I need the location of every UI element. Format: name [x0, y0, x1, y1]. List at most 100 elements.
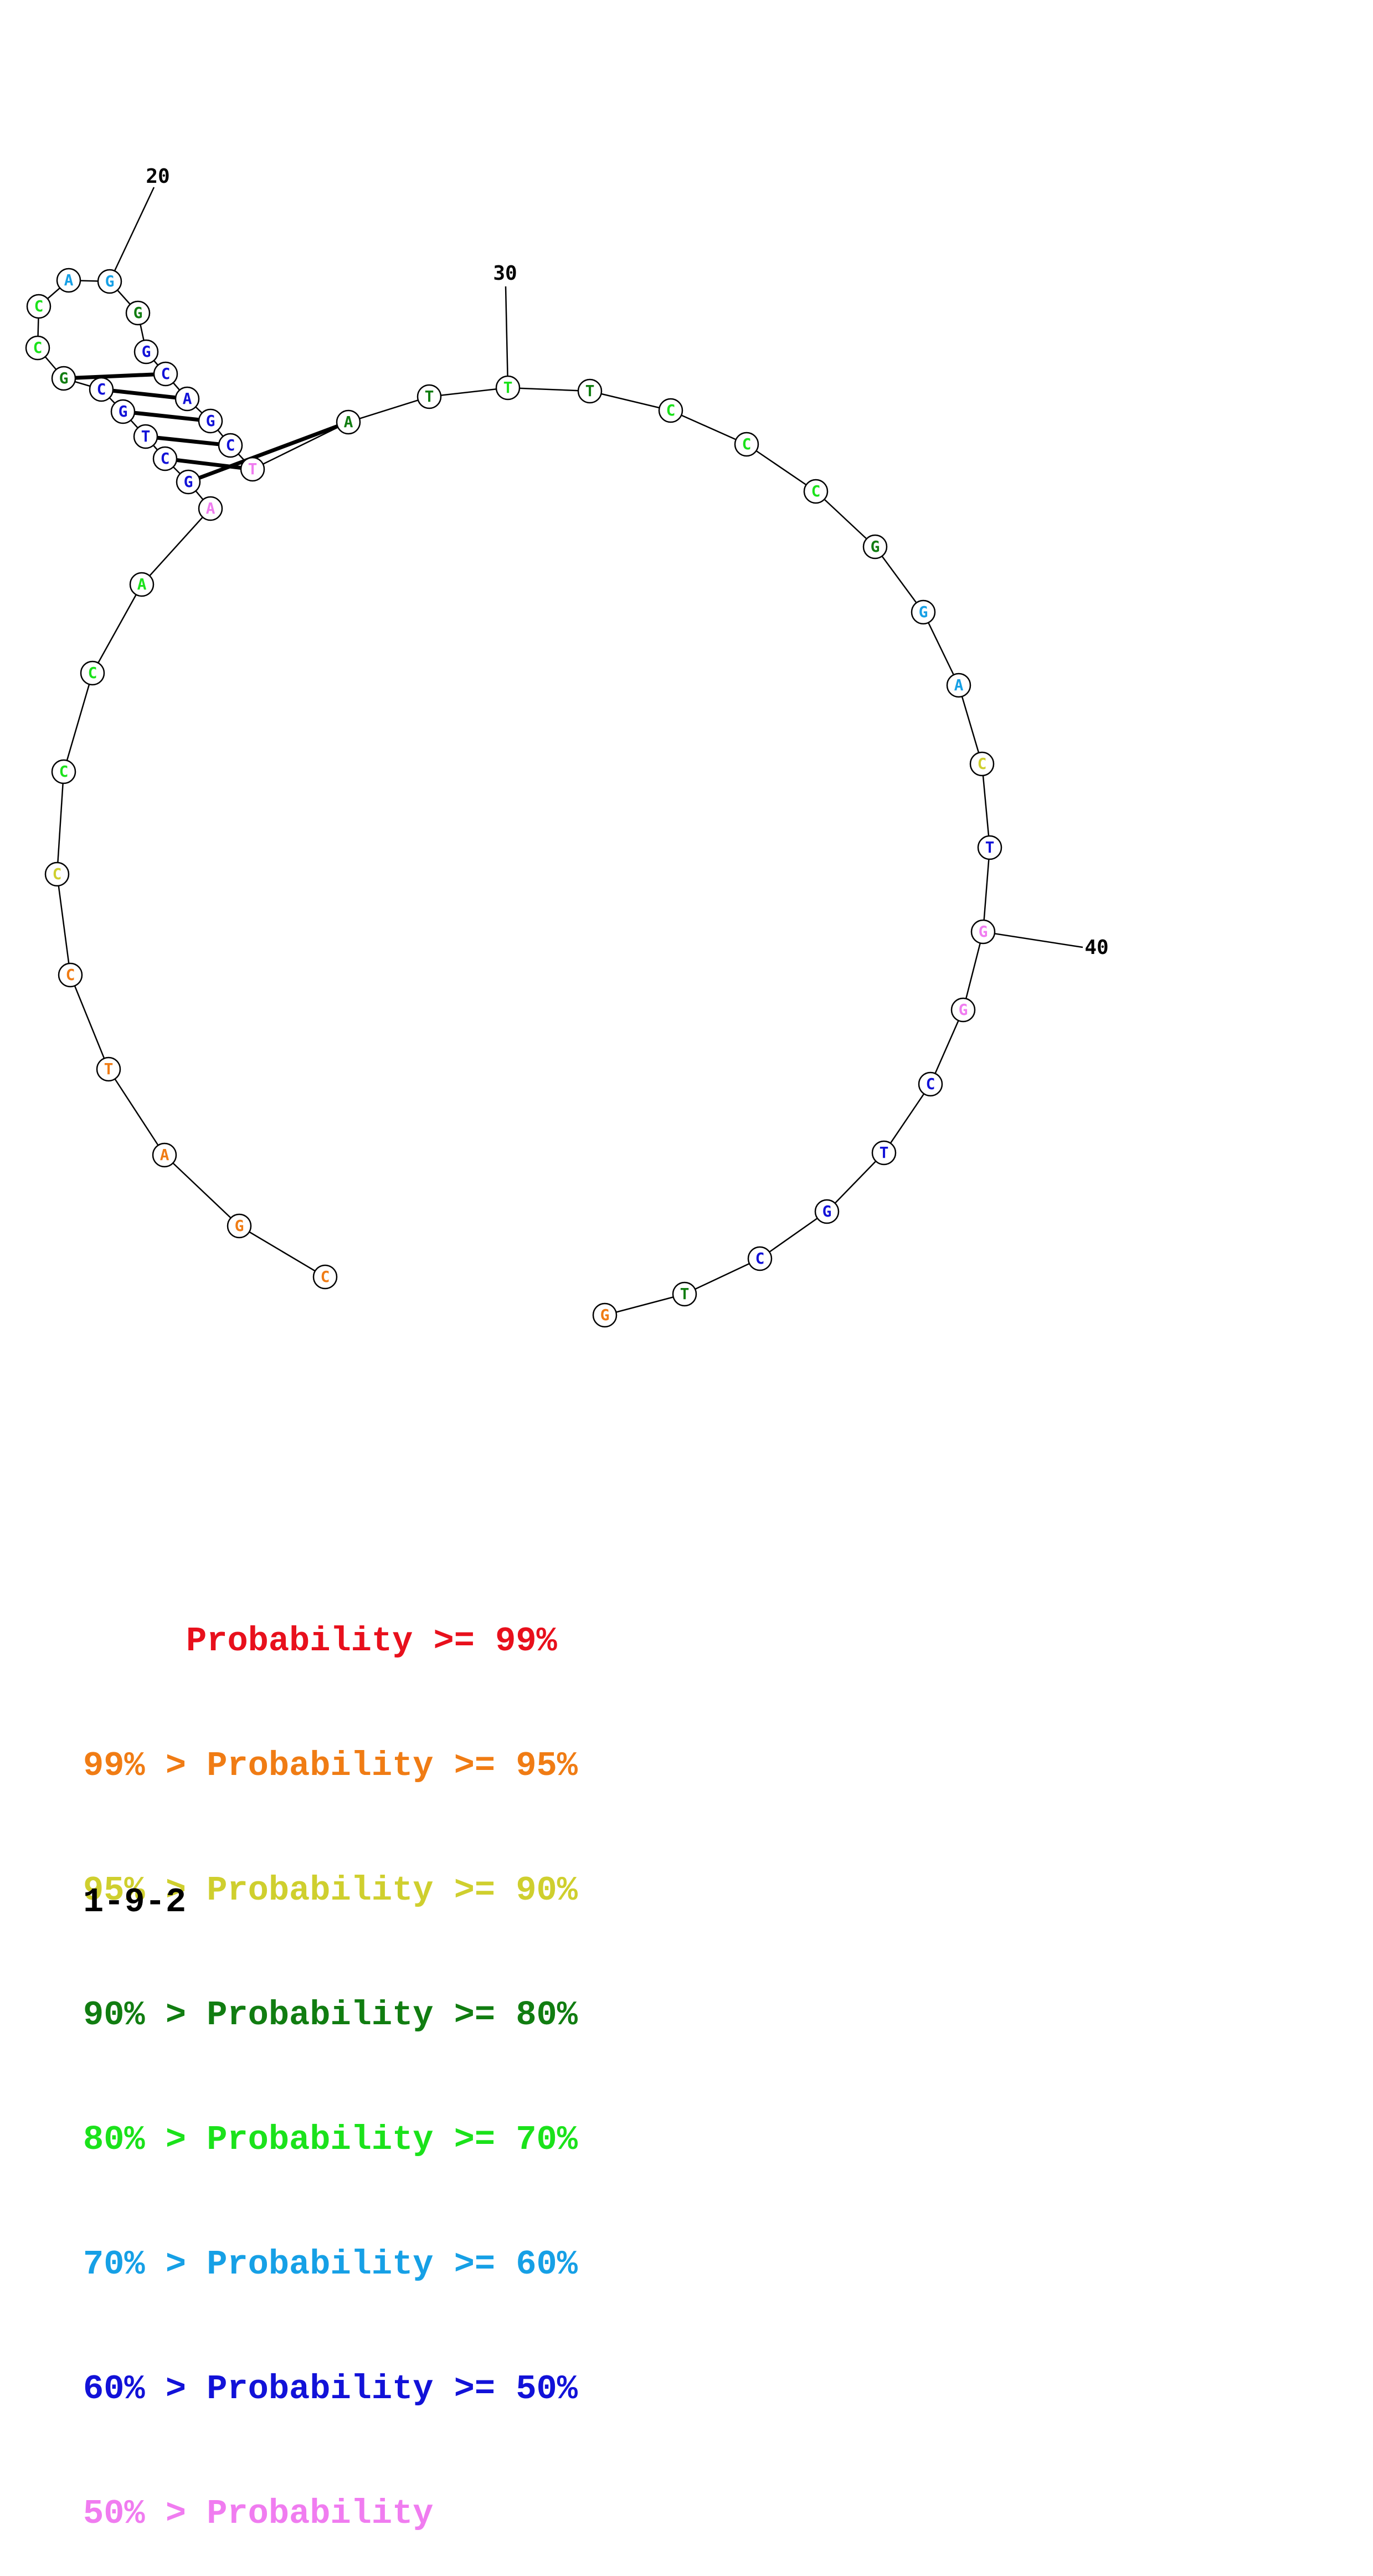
nucleotide: C [218, 433, 243, 458]
nucleotide: C [25, 335, 50, 361]
nucleotide: C [918, 1071, 943, 1097]
backbone-segment [981, 763, 991, 848]
nucleotide-letter: T [425, 387, 434, 406]
base-pair-bond [63, 372, 166, 381]
nucleotide: T [871, 1140, 897, 1166]
nucleotide: C [153, 361, 178, 387]
backbone-segment [56, 874, 71, 976]
nucleotide-circle [970, 919, 996, 945]
nucleotide-circle [174, 386, 200, 412]
nucleotide-circle [51, 366, 76, 391]
nucleotide-circle [25, 335, 50, 361]
nucleotide: G [970, 919, 996, 945]
backbone-segment [746, 443, 816, 492]
nucleotide-letter: C [226, 436, 235, 454]
position-label: 20 [146, 165, 169, 188]
nucleotide: C [89, 377, 114, 402]
backbone-segment [604, 1293, 685, 1316]
nucleotide-circle [577, 378, 603, 404]
nucleotide-circle [58, 962, 83, 988]
legend-row-p50: 60% > Probability >= 50% [83, 2369, 578, 2409]
base-pair-bond [187, 420, 349, 484]
nucleotide-letter: C [88, 664, 97, 682]
nucleotide: G [950, 997, 976, 1023]
nucleotide-letter: A [206, 499, 215, 517]
backbone-segment [929, 1009, 964, 1085]
position-label: 30 [493, 262, 517, 285]
backbone-segment [56, 771, 65, 875]
nucleotide-letter: C [926, 1075, 935, 1093]
nucleotide-circle [89, 377, 114, 402]
backbone-segment [429, 387, 508, 398]
probability-legend: Probability >= 99% 99% > Probability >= … [83, 1537, 578, 2576]
nucleotide-letter: G [133, 304, 143, 322]
nucleotide: C [152, 446, 178, 471]
nucleotide: G [97, 269, 122, 294]
nucleotide-letter: T [248, 460, 258, 478]
nucleotide-circle [918, 1071, 943, 1097]
position-tick [109, 187, 155, 282]
backbone-segment [348, 396, 430, 423]
nucleotide-letter: T [680, 1285, 690, 1303]
nucleotide-circle [133, 339, 159, 365]
backbone-segment [922, 612, 960, 686]
nucleotide: T [240, 456, 265, 482]
backbone-segment [962, 931, 984, 1010]
nucleotide-circle [672, 1281, 697, 1307]
nucleotide-letter: G [59, 369, 69, 387]
nucleotide-letter: A [160, 1146, 169, 1164]
backbone-segment [589, 390, 671, 412]
nucleotide: C [58, 962, 83, 988]
backbone-segment [826, 1152, 885, 1212]
nucleotide: T [672, 1281, 697, 1307]
backbone-segment [670, 409, 747, 445]
nucleotide-circle [218, 433, 243, 458]
backbone-segment [874, 546, 924, 613]
nucleotide-circle [862, 534, 888, 560]
nucleotide-circle [969, 751, 995, 777]
nucleotide-letter: A [954, 676, 964, 694]
nucleotide-circle [312, 1264, 338, 1290]
legend-row-p70: 80% > Probability >= 70% [83, 2120, 578, 2159]
nucleotide-letter: T [585, 382, 595, 400]
nucleotide: G [862, 534, 888, 560]
nucleotide: T [977, 835, 1002, 860]
nucleotide-circle [97, 269, 122, 294]
nucleotide-letter: A [183, 389, 192, 408]
nucleotide: A [152, 1142, 177, 1168]
nucleotide: A [174, 386, 200, 412]
nucleotide: G [592, 1302, 618, 1328]
nucleotide: G [176, 469, 201, 495]
backbone [37, 279, 991, 1316]
nucleotide-circle [56, 268, 81, 293]
nucleotide-circle [125, 300, 151, 326]
base-pair-bond [101, 387, 188, 401]
backbone-segment [239, 1225, 326, 1278]
legend-row-p80: 90% > Probability >= 80% [83, 1995, 578, 2035]
nucleotide: C [658, 398, 683, 423]
base-pairs [63, 372, 349, 484]
nucleotide: C [747, 1246, 773, 1271]
nucleotide-circle [198, 408, 223, 434]
nucleotide: C [80, 660, 105, 686]
backbone-segment [815, 491, 876, 547]
nucleotide-circle [129, 572, 155, 597]
nucleotide: A [946, 673, 971, 698]
backbone-segment [91, 584, 143, 674]
nucleotide-letter: T [104, 1060, 114, 1078]
position-ticks: 20 30 40 [109, 165, 1109, 959]
nucleotide-circle [946, 673, 971, 698]
nucleotide-letter: C [33, 338, 43, 357]
nucleotide-letter: C [66, 966, 75, 984]
legend-row-p99: Probability >= 99% [83, 1621, 557, 1661]
nucleotide-letter: C [97, 380, 106, 398]
nucleotide: A [56, 268, 81, 293]
nucleotide-letter: G [871, 537, 880, 556]
nucleotide: C [969, 751, 995, 777]
nucleotide-circle [734, 432, 759, 457]
nucleotide-circle [26, 294, 52, 319]
nucleotide: G [198, 408, 223, 434]
base-pair-bond [122, 409, 211, 423]
nucleotide-letter: G [184, 473, 193, 491]
